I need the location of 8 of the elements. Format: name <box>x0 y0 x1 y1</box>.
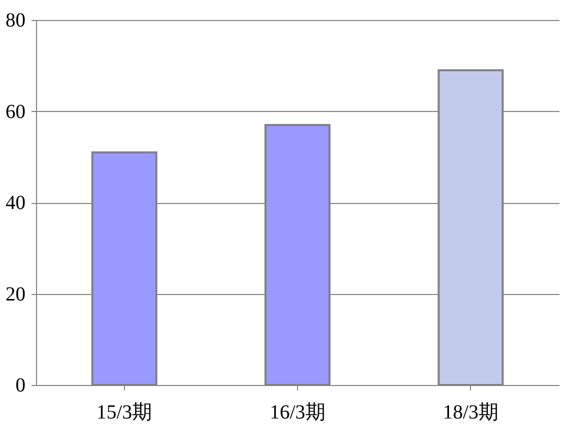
x-tick-label: 18/3期 <box>442 402 498 424</box>
y-tick-label: 40 <box>6 192 26 214</box>
x-tick-label: 16/3期 <box>270 402 326 424</box>
y-tick-label: 0 <box>16 374 26 396</box>
x-tick-label: 15/3期 <box>96 402 152 424</box>
y-tick-label: 20 <box>6 283 26 306</box>
y-tick-label: 60 <box>6 100 26 123</box>
y-tick-label: 80 <box>6 10 26 32</box>
